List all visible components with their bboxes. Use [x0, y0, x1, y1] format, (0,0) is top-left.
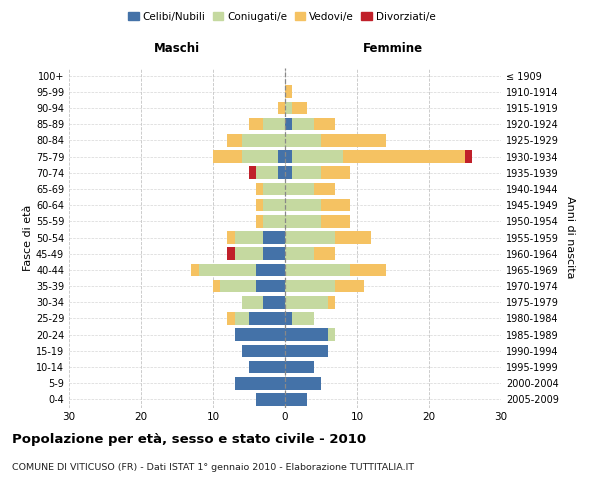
Text: Popolazione per età, sesso e stato civile - 2010: Popolazione per età, sesso e stato civil… — [12, 432, 366, 446]
Bar — [256, 182, 263, 195]
Bar — [249, 166, 256, 179]
Bar — [235, 248, 263, 260]
Bar — [321, 215, 350, 228]
Bar — [465, 150, 472, 163]
Bar — [285, 328, 328, 341]
Bar — [263, 199, 285, 211]
Bar — [285, 360, 314, 374]
Bar — [235, 328, 285, 341]
Bar — [242, 344, 285, 357]
Bar — [235, 231, 263, 244]
Bar — [292, 166, 321, 179]
Bar — [278, 150, 285, 163]
Bar — [263, 182, 285, 195]
Text: Maschi: Maschi — [154, 42, 200, 54]
Bar — [285, 312, 292, 325]
Bar — [263, 231, 285, 244]
Bar — [321, 199, 350, 211]
Bar — [199, 264, 256, 276]
Y-axis label: Fasce di età: Fasce di età — [23, 204, 33, 270]
Bar — [328, 296, 335, 308]
Bar — [285, 102, 292, 114]
Text: COMUNE DI VITICUSO (FR) - Dati ISTAT 1° gennaio 2010 - Elaborazione TUTTITALIA.I: COMUNE DI VITICUSO (FR) - Dati ISTAT 1° … — [12, 462, 414, 471]
Bar — [263, 118, 285, 130]
Bar — [227, 312, 235, 325]
Bar — [256, 393, 285, 406]
Bar — [235, 377, 285, 390]
Bar — [235, 312, 249, 325]
Bar — [191, 264, 199, 276]
Bar — [285, 248, 314, 260]
Bar — [292, 312, 314, 325]
Bar — [314, 248, 335, 260]
Bar — [242, 150, 278, 163]
Bar — [285, 296, 328, 308]
Bar — [213, 150, 242, 163]
Bar — [285, 182, 314, 195]
Bar — [285, 86, 292, 98]
Bar — [263, 248, 285, 260]
Bar — [285, 166, 292, 179]
Bar — [249, 360, 285, 374]
Bar — [227, 231, 235, 244]
Text: Femmine: Femmine — [363, 42, 423, 54]
Bar — [256, 264, 285, 276]
Bar — [321, 134, 386, 146]
Bar — [285, 264, 350, 276]
Bar — [263, 215, 285, 228]
Bar — [285, 393, 307, 406]
Bar — [328, 328, 335, 341]
Bar — [292, 102, 307, 114]
Bar — [292, 118, 314, 130]
Bar — [285, 231, 335, 244]
Bar — [335, 231, 371, 244]
Bar — [278, 102, 285, 114]
Bar — [285, 215, 321, 228]
Bar — [285, 118, 292, 130]
Bar — [263, 296, 285, 308]
Bar — [256, 166, 278, 179]
Bar — [285, 199, 321, 211]
Bar — [278, 166, 285, 179]
Bar — [256, 215, 263, 228]
Bar — [285, 134, 321, 146]
Bar — [227, 248, 235, 260]
Bar — [285, 377, 321, 390]
Bar — [335, 280, 364, 292]
Bar — [314, 118, 335, 130]
Bar — [220, 280, 256, 292]
Y-axis label: Anni di nascita: Anni di nascita — [565, 196, 575, 279]
Bar — [242, 134, 285, 146]
Legend: Celibi/Nubili, Coniugati/e, Vedovi/e, Divorziati/e: Celibi/Nubili, Coniugati/e, Vedovi/e, Di… — [124, 8, 440, 26]
Bar — [285, 344, 328, 357]
Bar — [213, 280, 220, 292]
Bar — [249, 312, 285, 325]
Bar — [256, 199, 263, 211]
Bar — [350, 264, 386, 276]
Bar — [285, 280, 335, 292]
Bar — [242, 296, 263, 308]
Bar — [227, 134, 242, 146]
Bar — [249, 118, 263, 130]
Bar — [285, 150, 292, 163]
Bar — [321, 166, 350, 179]
Bar — [314, 182, 335, 195]
Bar — [292, 150, 343, 163]
Bar — [256, 280, 285, 292]
Bar — [343, 150, 465, 163]
